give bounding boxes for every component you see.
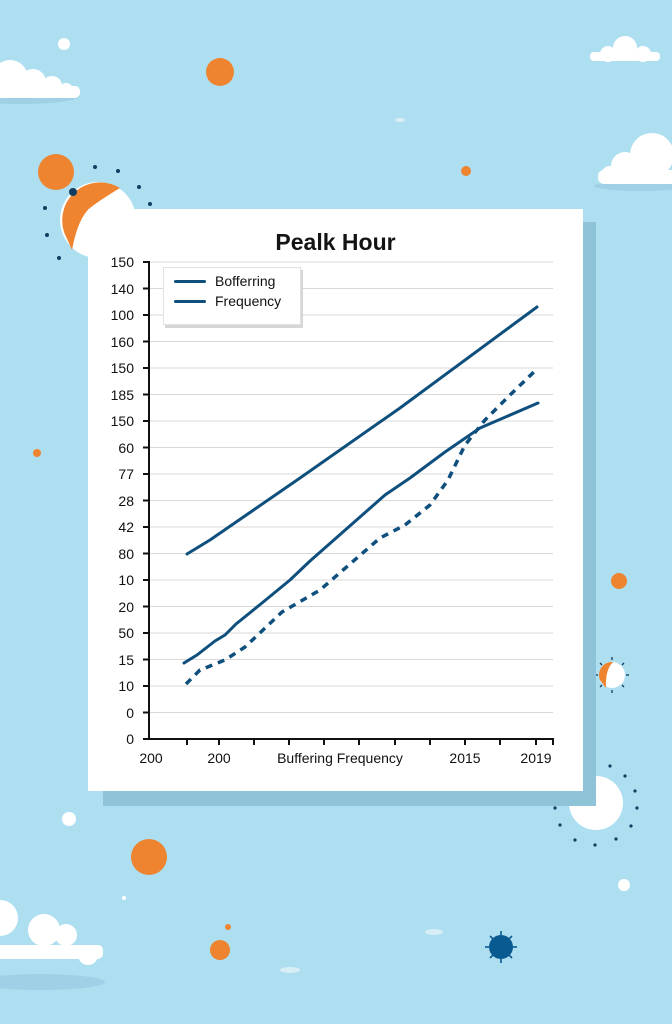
y-tick-label: 10 [118,678,134,694]
x-axis-title: Buffering Frequency [277,750,403,766]
y-tick-label: 77 [118,466,134,482]
y-tick-label: 140 [110,280,134,297]
y-axis [143,261,150,740]
legend-item: Bofferring [174,272,275,290]
y-tick-label: 50 [118,625,134,641]
legend-line-swatch [174,299,206,303]
y-tick-label: 0 [126,731,134,747]
y-tick-label: 150 [110,360,134,376]
x-tick-label: 2019 [520,750,552,766]
y-tick-label: 10 [118,572,134,588]
y-tick-label: 28 [118,492,134,509]
y-tick-label: 0 [126,704,134,721]
y-tick-label: 42 [118,519,134,535]
legend-item: Frequency [174,292,281,310]
white-dot-icon [58,38,630,900]
gridlines [149,261,553,713]
y-tick-label: 150 [110,254,134,270]
x-tick-label: 2015 [449,750,481,766]
legend-line-swatch [174,279,206,283]
y-tick-label: 100 [110,307,134,323]
y-tick-label: 150 [110,413,134,429]
orange-dot-icon [33,58,627,960]
x-tick-label: 200 [139,750,163,766]
legend-label: Frequency [215,293,282,309]
y-tick-label: 80 [118,545,134,562]
chart-title: Pealk Hour [275,229,396,255]
chart-legend: Bofferring Frequency [163,267,301,325]
cloud-icon [590,36,660,62]
series-dashed-line [184,367,539,686]
y-tick-label: 60 [118,439,134,456]
plot-area [143,261,554,745]
legend-label: Bofferring [215,273,276,289]
series-bofferring-line [185,305,539,556]
y-tick-label: 160 [110,333,134,350]
y-tick-label: 15 [118,651,134,668]
cloud-icon [0,900,105,990]
chart-card: Pealk Hour [88,209,583,791]
cloud-icon [594,133,672,191]
virus-icon [485,931,517,963]
x-axis [143,738,554,745]
x-tick-label: 200 [207,750,231,766]
series-frequency-line [182,401,540,665]
sun-icon [595,657,629,693]
cloud-icon [0,60,80,104]
y-tick-label: 20 [118,598,134,615]
y-tick-label: 185 [110,386,134,403]
